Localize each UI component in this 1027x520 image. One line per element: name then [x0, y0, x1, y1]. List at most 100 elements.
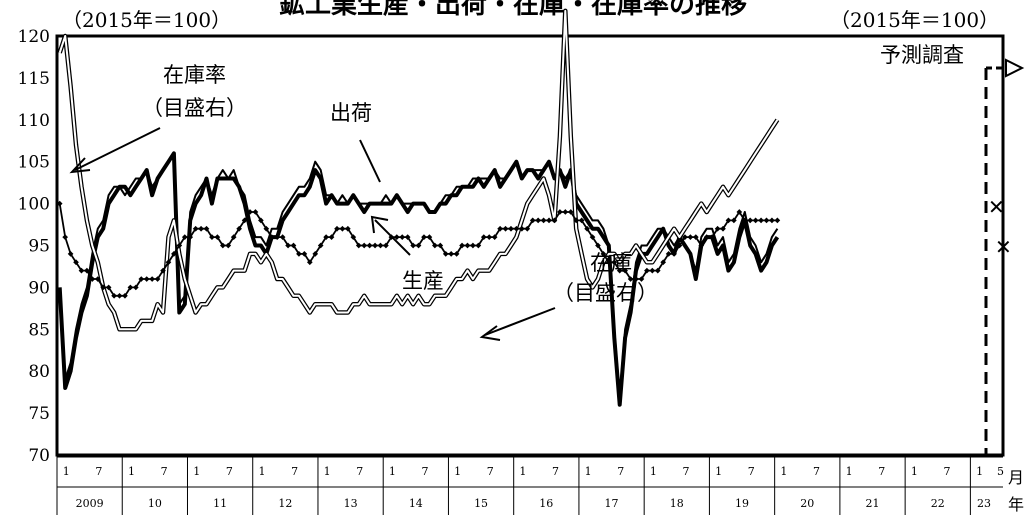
arrow-inventory-ratio	[74, 127, 161, 171]
year-label: 18	[670, 497, 684, 510]
data-point	[154, 276, 161, 282]
data-point	[290, 242, 297, 249]
data-point	[459, 242, 465, 249]
month-tick-label: 1	[846, 465, 853, 478]
data-point	[105, 284, 112, 291]
data-point	[138, 276, 145, 282]
year-label: 15	[474, 497, 488, 510]
year-label: 22	[931, 497, 945, 510]
data-point	[149, 276, 155, 282]
y-tick-label: 75	[28, 404, 50, 424]
data-point	[410, 242, 416, 249]
y-tick-label: 70	[28, 446, 50, 466]
data-point	[285, 242, 291, 249]
data-point	[317, 242, 324, 249]
data-point	[111, 292, 117, 299]
data-point	[203, 225, 210, 232]
month-tick-label: 1	[128, 465, 135, 478]
data-point	[241, 217, 248, 224]
data-point	[404, 234, 411, 240]
month-tick-label: 7	[878, 465, 885, 478]
y-tick-label: 110	[18, 111, 50, 131]
year-label: 20	[800, 497, 814, 510]
month-tick-label: 7	[487, 465, 494, 478]
annotation-production: 生産	[402, 269, 444, 293]
series-2	[57, 8, 780, 332]
data-point	[73, 259, 79, 266]
data-point	[116, 292, 123, 299]
arrow-inventory	[484, 307, 556, 336]
data-point	[89, 276, 96, 282]
arrow-production	[374, 219, 411, 256]
month-tick-label: 7	[422, 465, 429, 478]
forecast-marker-b-icon: ✕	[995, 235, 1012, 259]
data-point	[84, 267, 90, 274]
data-point	[94, 276, 101, 282]
month-tick-label: 1	[976, 465, 983, 478]
data-point	[638, 276, 645, 282]
arrowhead-production-icon	[370, 215, 389, 234]
data-point	[432, 242, 438, 249]
year-label: 19	[735, 497, 749, 510]
y-tick-label: 85	[28, 320, 50, 340]
month-tick-label: 7	[943, 465, 950, 478]
data-point	[546, 217, 552, 224]
data-point	[725, 217, 732, 224]
data-point	[350, 234, 357, 240]
left-axis: 120 115 110 105 100 95 90 85 80 75 70	[18, 27, 50, 466]
data-point	[769, 217, 775, 224]
year-label: 2009	[76, 497, 104, 510]
data-point	[464, 242, 471, 249]
y-tick-label: 80	[28, 362, 50, 382]
data-point	[198, 225, 204, 232]
y-tick-label: 90	[28, 278, 50, 298]
data-point	[383, 242, 389, 249]
year-label: 17	[605, 497, 619, 510]
data-point	[600, 251, 607, 257]
month-tick-label: 1	[519, 465, 526, 478]
data-point	[758, 217, 764, 224]
data-point	[475, 242, 482, 249]
data-point	[731, 217, 737, 224]
month-tick-label: 7	[356, 465, 363, 478]
x-unit-year: 年	[1008, 495, 1024, 514]
month-tick-label: 7	[617, 465, 624, 478]
data-point	[258, 217, 264, 224]
data-point	[361, 242, 368, 249]
data-point	[415, 242, 422, 249]
y-tick-label: 115	[18, 69, 50, 89]
month-tick-label: 1	[715, 465, 722, 478]
series-group	[56, 8, 781, 407]
data-point	[692, 234, 699, 240]
data-point	[214, 234, 221, 240]
month-tick-label: 7	[161, 465, 168, 478]
data-point	[774, 217, 781, 224]
data-point	[665, 251, 672, 257]
data-point	[676, 242, 683, 249]
data-point	[606, 259, 612, 266]
month-tick-label: 1	[454, 465, 461, 478]
data-point	[372, 242, 378, 249]
data-point	[437, 242, 444, 249]
data-point	[595, 242, 601, 249]
series-line-inner	[58, 9, 779, 331]
data-point	[703, 234, 710, 240]
data-point	[345, 225, 351, 232]
arrowhead-inventory-icon	[479, 325, 501, 341]
data-point	[279, 234, 286, 240]
data-point	[497, 225, 503, 232]
data-point	[100, 284, 107, 291]
year-label: 14	[409, 497, 423, 510]
data-point	[529, 217, 536, 224]
data-point	[567, 209, 574, 215]
month-tick-label: 1	[780, 465, 787, 478]
month-tick-label: 7	[291, 465, 298, 478]
month-tick-label: 1	[63, 465, 70, 478]
forecast-arrow-icon	[1005, 58, 1025, 78]
data-point	[671, 251, 677, 257]
data-point	[633, 276, 639, 282]
data-point	[171, 251, 177, 257]
right-unit: （2015年＝100）	[830, 8, 999, 32]
data-point	[687, 234, 694, 240]
